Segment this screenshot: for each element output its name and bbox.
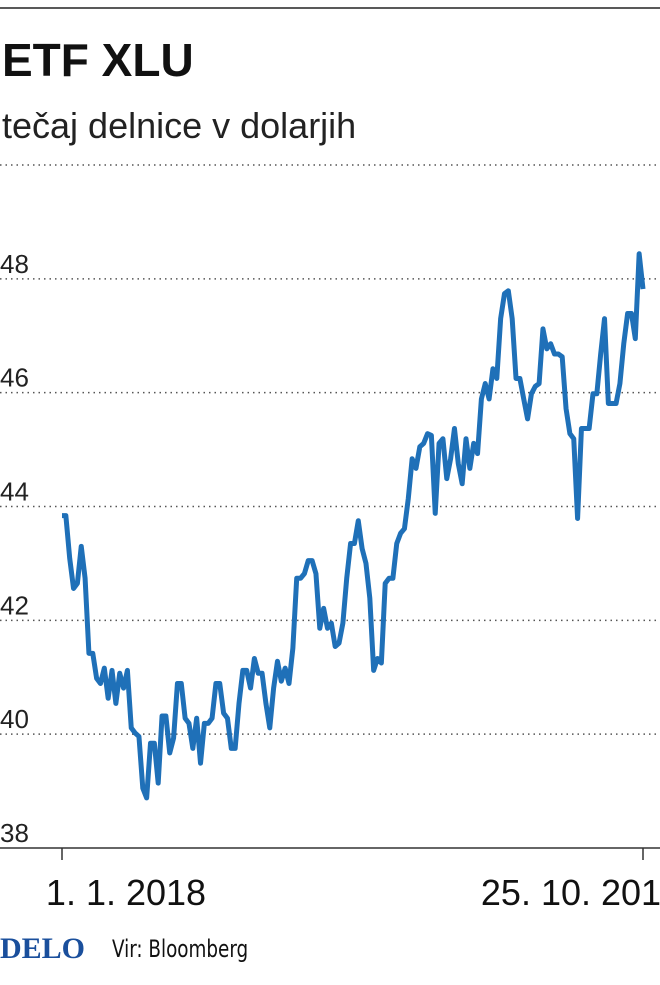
chart-subtitle: tečaj delnice v dolarjih: [2, 105, 356, 146]
y-tick-label: 46: [0, 363, 29, 393]
logo: DELO: [0, 932, 85, 965]
source: Vir: Bloomberg: [112, 935, 248, 963]
x-tick-label: 1. 1. 2018: [46, 872, 206, 913]
chart-title: ETF XLU: [2, 34, 194, 86]
y-tick-label: 48: [0, 249, 29, 279]
y-tick-label: 38: [0, 818, 29, 848]
price-line: [62, 251, 646, 801]
y-tick-label: 42: [0, 590, 29, 620]
y-tick-label: 44: [0, 477, 29, 507]
x-tick-label: 25. 10. 2018: [481, 872, 660, 913]
y-tick-label: 40: [0, 704, 29, 734]
